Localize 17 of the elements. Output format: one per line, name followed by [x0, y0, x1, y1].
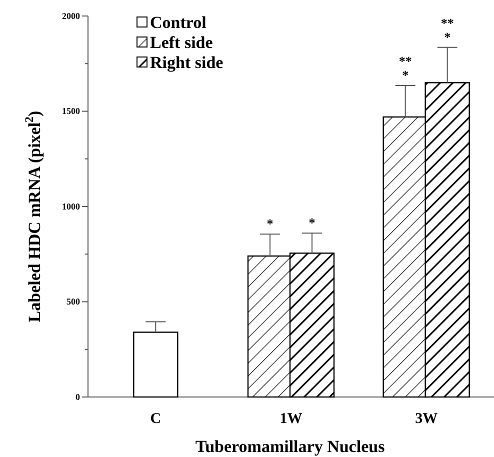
x-tick-label: 1W — [280, 411, 302, 427]
x-tick-label: C — [150, 411, 162, 427]
annotation: ** * — [440, 15, 454, 44]
legend-label: Left side — [150, 33, 214, 52]
y-tick-label: 500 — [66, 296, 80, 307]
annotation: ** * — [398, 54, 412, 83]
legend-label: Control — [150, 13, 207, 32]
legend-label: Right side — [150, 53, 224, 72]
y-tick-label: 0 — [76, 392, 80, 402]
x-axis-title: Tuberomamillary Nucleus — [195, 437, 386, 456]
y-tick-label: 2000 — [62, 10, 80, 21]
y-tick-label: 1500 — [62, 106, 80, 116]
annotation: * — [266, 216, 274, 232]
x-tick-label: 3W — [415, 411, 438, 427]
annotation: * — [308, 215, 316, 230]
y-tick-label: 1000 — [62, 201, 80, 212]
bar — [133, 332, 178, 398]
